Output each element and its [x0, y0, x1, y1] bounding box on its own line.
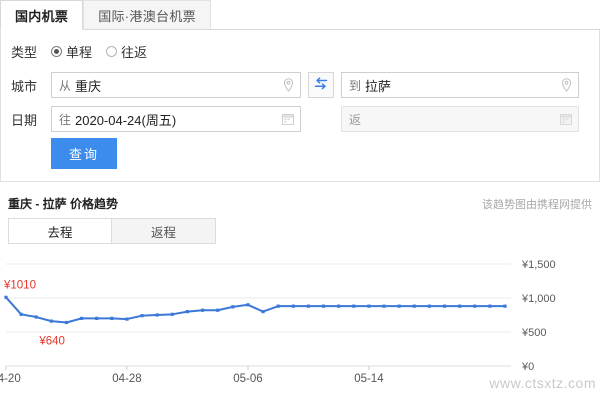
segment-return[interactable]: 返程: [112, 218, 216, 244]
calendar-icon[interactable]: [282, 113, 294, 125]
data-point[interactable]: [321, 304, 326, 308]
data-point[interactable]: [291, 304, 295, 308]
data-point[interactable]: [367, 304, 371, 308]
departure-prefix: 从: [59, 78, 72, 93]
data-point[interactable]: [352, 304, 356, 308]
max-price-label: ¥1010: [3, 279, 36, 291]
data-point[interactable]: [155, 313, 159, 317]
submit-row: 查询: [11, 138, 589, 169]
x-axis-tick: 04-20: [0, 373, 21, 385]
data-point[interactable]: [140, 314, 144, 318]
data-point[interactable]: [4, 295, 8, 299]
departure-date-input[interactable]: 往 2020-04-24(周五): [51, 106, 301, 132]
data-point[interactable]: [231, 305, 235, 309]
date-row: 日期 往 2020-04-24(周五) 返: [11, 106, 589, 132]
data-point[interactable]: [337, 304, 341, 308]
y-axis-tick: ¥0: [521, 361, 534, 373]
return-date-input[interactable]: 返: [341, 106, 579, 132]
data-point[interactable]: [442, 304, 447, 308]
arrival-city-value: 拉萨: [365, 78, 392, 94]
swap-cities-button[interactable]: [308, 72, 334, 98]
data-point[interactable]: [503, 304, 507, 308]
x-axis-tick: 05-14: [354, 373, 384, 385]
price-trend-title: 重庆 - 拉萨 价格趋势: [8, 197, 118, 211]
min-price-label: ¥640: [38, 335, 65, 347]
data-point[interactable]: [19, 312, 23, 316]
radio-round-trip-label: 往返: [121, 44, 148, 60]
x-axis-tick: 04-28: [112, 373, 141, 385]
x-axis-tick: 05-06: [233, 373, 262, 385]
trip-type-radio-group: 单程 往返: [51, 42, 155, 61]
data-point[interactable]: [427, 304, 431, 308]
data-point[interactable]: [246, 303, 250, 307]
city-label: 城市: [11, 78, 38, 94]
data-point[interactable]: [412, 304, 416, 308]
data-point[interactable]: [382, 304, 386, 308]
radio-option-round-trip[interactable]: 往返: [106, 42, 147, 61]
data-point[interactable]: [170, 312, 174, 316]
data-point[interactable]: [458, 304, 462, 308]
data-point[interactable]: [261, 310, 265, 314]
segment-outbound[interactable]: 去程: [8, 218, 112, 244]
trip-type-row: 类型 单程 往返: [11, 38, 589, 64]
departure-city-value: 重庆: [75, 78, 102, 94]
search-flights-button[interactable]: 查询: [51, 138, 118, 169]
direction-segment-bar: 去程 返程: [0, 218, 600, 244]
price-trend-header: 重庆 - 拉萨 价格趋势 该趋势图由携程网提供: [0, 182, 600, 218]
top-tab-bar: 国内机票 国际·港澳台机票: [0, 0, 600, 30]
radio-one-way-label: 单程: [66, 44, 93, 60]
price-trend-source: 该趋势图由携程网提供: [482, 199, 592, 211]
price-line: [5, 296, 506, 324]
date-label: 日期: [11, 112, 38, 128]
data-point[interactable]: [488, 304, 492, 308]
arrival-prefix: 到: [349, 78, 362, 93]
swap-arrows-icon: [314, 77, 328, 93]
data-point[interactable]: [185, 310, 190, 314]
data-point[interactable]: [276, 304, 280, 308]
departure-date-value: 2020-04-24(周五): [75, 112, 177, 128]
data-point[interactable]: [200, 308, 205, 312]
data-point[interactable]: [34, 315, 38, 319]
y-axis-tick: ¥1,000: [521, 293, 556, 305]
flight-search-panel: 类型 单程 往返 城市 从 重庆: [0, 30, 600, 182]
radio-round-trip-icon[interactable]: [106, 45, 118, 57]
y-axis-tick: ¥500: [521, 327, 546, 339]
data-point[interactable]: [64, 320, 69, 325]
data-point[interactable]: [473, 304, 477, 308]
calendar-icon[interactable]: [560, 113, 572, 125]
radio-option-one-way[interactable]: 单程: [51, 42, 92, 61]
departure-date-prefix: 往: [59, 112, 72, 127]
data-point[interactable]: [216, 308, 220, 312]
data-point[interactable]: [95, 316, 99, 320]
data-point[interactable]: [80, 316, 84, 320]
price-trend-chart: ¥1,500 ¥1,000 ¥500 ¥0 04-20 04-28 05-06 05-14 ¥1…: [0, 248, 600, 393]
trip-type-label: 类型: [11, 44, 38, 60]
location-pin-icon: [283, 78, 294, 92]
tab-international-flights[interactable]: 国际·港澳台机票: [83, 0, 211, 30]
data-point[interactable]: [49, 319, 53, 323]
tab-domestic-flights[interactable]: 国内机票: [0, 0, 84, 30]
city-row: 城市 从 重庆 到 拉萨: [11, 72, 589, 98]
arrival-city-input[interactable]: 到 拉萨: [341, 72, 579, 98]
data-point[interactable]: [110, 316, 114, 320]
data-point[interactable]: [125, 317, 129, 321]
data-point[interactable]: [397, 304, 401, 308]
return-date-prefix: 返: [349, 112, 362, 127]
radio-one-way-icon[interactable]: [51, 45, 62, 57]
y-axis-tick: ¥1,500: [521, 259, 556, 271]
data-point[interactable]: [306, 304, 311, 308]
price-trend-svg: ¥1,500 ¥1,000 ¥500 ¥0 04-20 04-28 05-06 05-14 ¥1…: [0, 259, 556, 385]
location-pin-icon: [561, 78, 572, 92]
departure-city-input[interactable]: 从 重庆: [51, 72, 301, 98]
